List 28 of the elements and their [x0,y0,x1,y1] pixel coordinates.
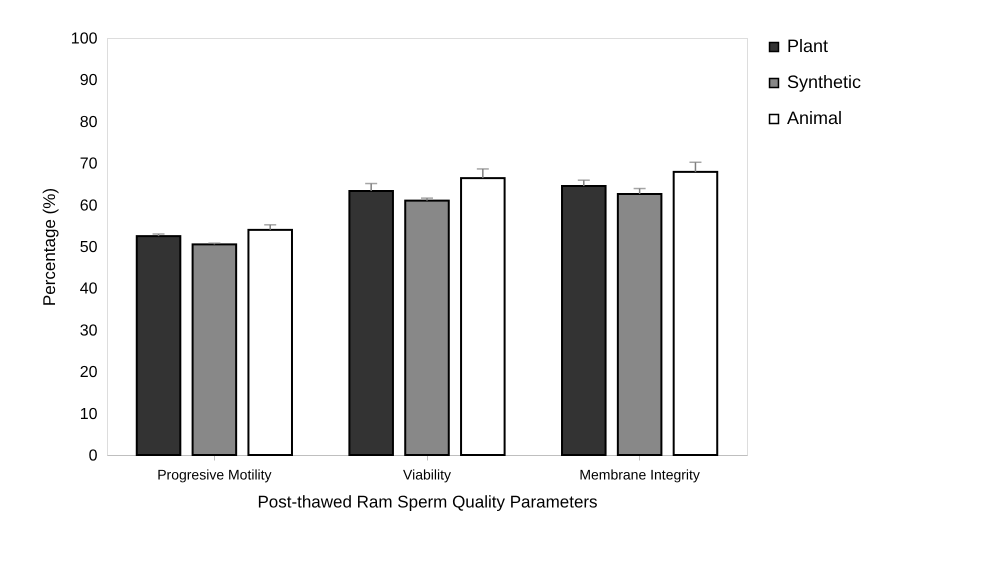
y-tick-label: 20 [80,364,98,382]
y-tick-label: 70 [80,156,98,173]
bar [136,235,182,456]
x-tick-label: Membrane Integrity [579,466,700,482]
y-tick-label: 90 [80,72,98,90]
y-tick-label: 100 [70,30,98,48]
y-axis-title: Percentage (%) [40,188,59,306]
legend-label: Synthetic [787,72,862,92]
bar [247,228,293,456]
bar [672,170,718,456]
x-axis-title: Post-thawed Ram Sperm Quality Parameters [257,492,598,512]
bar [404,200,450,456]
bar [348,190,394,456]
y-tick-label: 40 [80,280,98,298]
y-tick-label: 50 [80,239,98,256]
legend-label: Animal [787,108,842,128]
bar [192,243,238,456]
y-tick-label: 60 [80,197,98,214]
y-tick-label: 10 [80,406,98,423]
bar [460,177,506,456]
y-tick-label: 80 [80,114,98,131]
y-tick-label: 30 [80,322,98,340]
bar [561,185,607,456]
x-tick-label: Progresive Motility [157,466,272,482]
bar [616,192,662,456]
x-tick-label: Viability [403,466,451,482]
legend-label: Plant [787,36,828,56]
y-tick-label: 0 [88,448,98,464]
